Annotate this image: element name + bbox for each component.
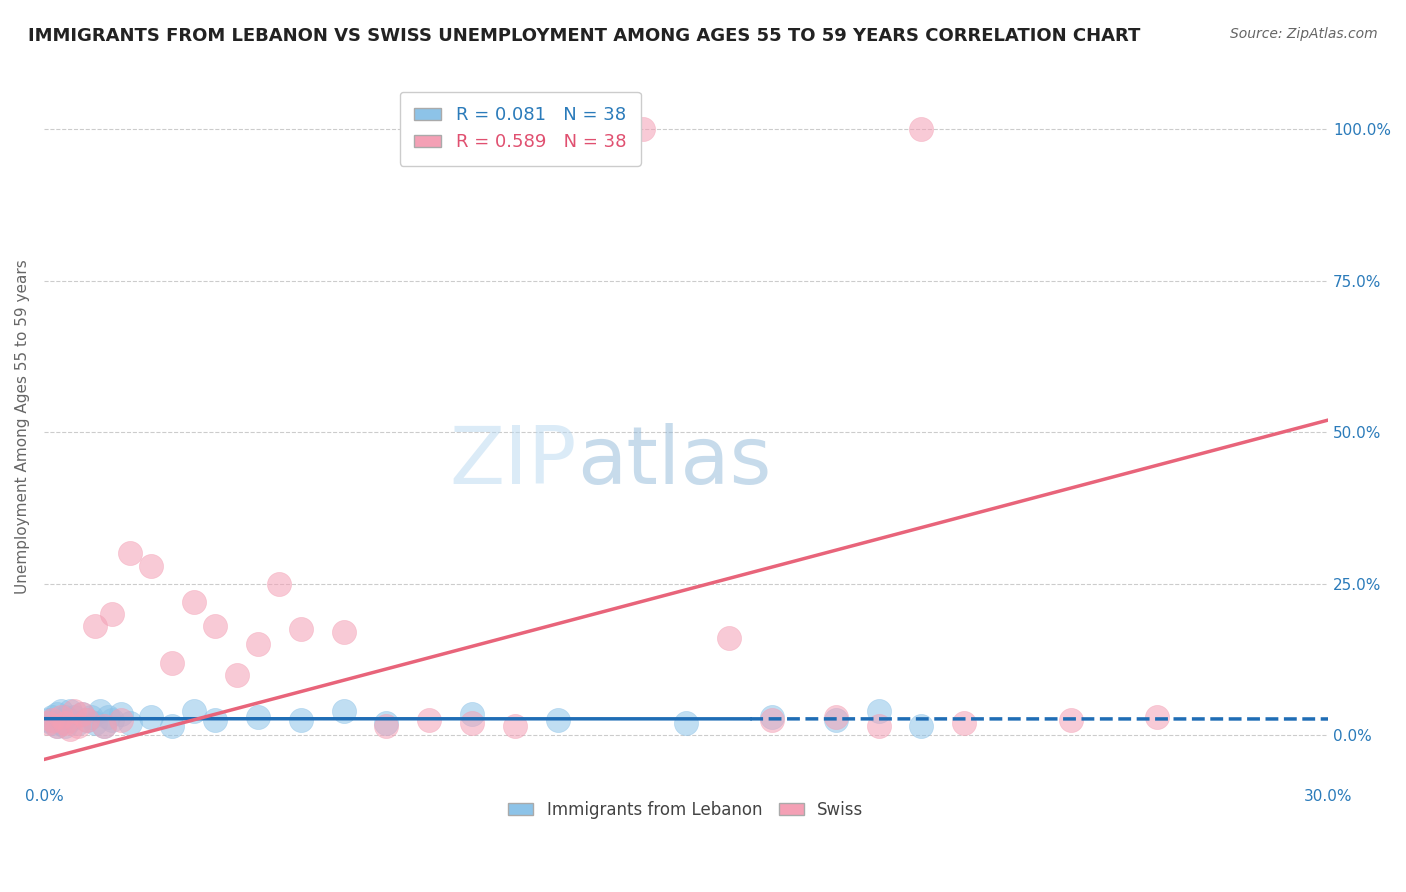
Point	[910, 122, 932, 136]
Text: IMMIGRANTS FROM LEBANON VS SWISS UNEMPLOYMENT AMONG AGES 55 TO 59 YEARS CORRELAT: IMMIGRANTS FROM LEBANON VS SWISS UNEMPLO…	[28, 27, 1140, 45]
Point	[53, 716, 76, 731]
Point	[53, 719, 76, 733]
Point	[162, 719, 184, 733]
Point	[761, 710, 783, 724]
Point	[332, 704, 354, 718]
Point	[418, 713, 440, 727]
Point	[332, 625, 354, 640]
Point	[269, 576, 291, 591]
Point	[45, 719, 67, 733]
Point	[162, 656, 184, 670]
Point	[97, 710, 120, 724]
Point	[110, 713, 132, 727]
Point	[824, 710, 846, 724]
Point	[246, 637, 269, 651]
Point	[101, 607, 124, 621]
Point	[910, 719, 932, 733]
Point	[84, 619, 107, 633]
Point	[63, 704, 86, 718]
Point	[84, 716, 107, 731]
Point	[118, 716, 141, 731]
Point	[631, 122, 654, 136]
Point	[868, 704, 890, 718]
Point	[824, 713, 846, 727]
Point	[101, 713, 124, 727]
Point	[204, 619, 226, 633]
Point	[45, 706, 67, 721]
Point	[953, 716, 976, 731]
Point	[118, 546, 141, 560]
Point	[76, 713, 98, 727]
Point	[41, 716, 63, 731]
Text: Source: ZipAtlas.com: Source: ZipAtlas.com	[1230, 27, 1378, 41]
Point	[375, 719, 398, 733]
Point	[67, 719, 90, 733]
Point	[58, 713, 80, 727]
Legend: Immigrants from Lebanon, Swiss: Immigrants from Lebanon, Swiss	[502, 794, 870, 825]
Point	[204, 713, 226, 727]
Point	[761, 713, 783, 727]
Point	[290, 713, 312, 727]
Point	[183, 704, 205, 718]
Point	[63, 710, 86, 724]
Point	[72, 706, 94, 721]
Text: ZIP: ZIP	[450, 423, 576, 501]
Point	[246, 710, 269, 724]
Point	[547, 122, 569, 136]
Point	[89, 704, 111, 718]
Point	[37, 716, 59, 731]
Point	[225, 667, 247, 681]
Point	[868, 719, 890, 733]
Point	[717, 632, 740, 646]
Point	[53, 710, 76, 724]
Point	[461, 706, 484, 721]
Point	[93, 719, 115, 733]
Point	[80, 710, 103, 724]
Point	[503, 719, 526, 733]
Point	[41, 710, 63, 724]
Y-axis label: Unemployment Among Ages 55 to 59 years: Unemployment Among Ages 55 to 59 years	[15, 259, 30, 593]
Point	[58, 704, 80, 718]
Point	[49, 704, 72, 718]
Point	[183, 595, 205, 609]
Point	[93, 719, 115, 733]
Point	[76, 713, 98, 727]
Point	[375, 716, 398, 731]
Point	[1060, 713, 1083, 727]
Point	[49, 710, 72, 724]
Point	[58, 722, 80, 736]
Point	[37, 713, 59, 727]
Point	[290, 622, 312, 636]
Point	[139, 558, 162, 573]
Point	[110, 706, 132, 721]
Point	[1146, 710, 1168, 724]
Point	[72, 706, 94, 721]
Text: atlas: atlas	[576, 423, 772, 501]
Point	[547, 713, 569, 727]
Point	[461, 716, 484, 731]
Point	[67, 716, 90, 731]
Point	[41, 713, 63, 727]
Point	[139, 710, 162, 724]
Point	[45, 719, 67, 733]
Point	[49, 716, 72, 731]
Point	[675, 716, 697, 731]
